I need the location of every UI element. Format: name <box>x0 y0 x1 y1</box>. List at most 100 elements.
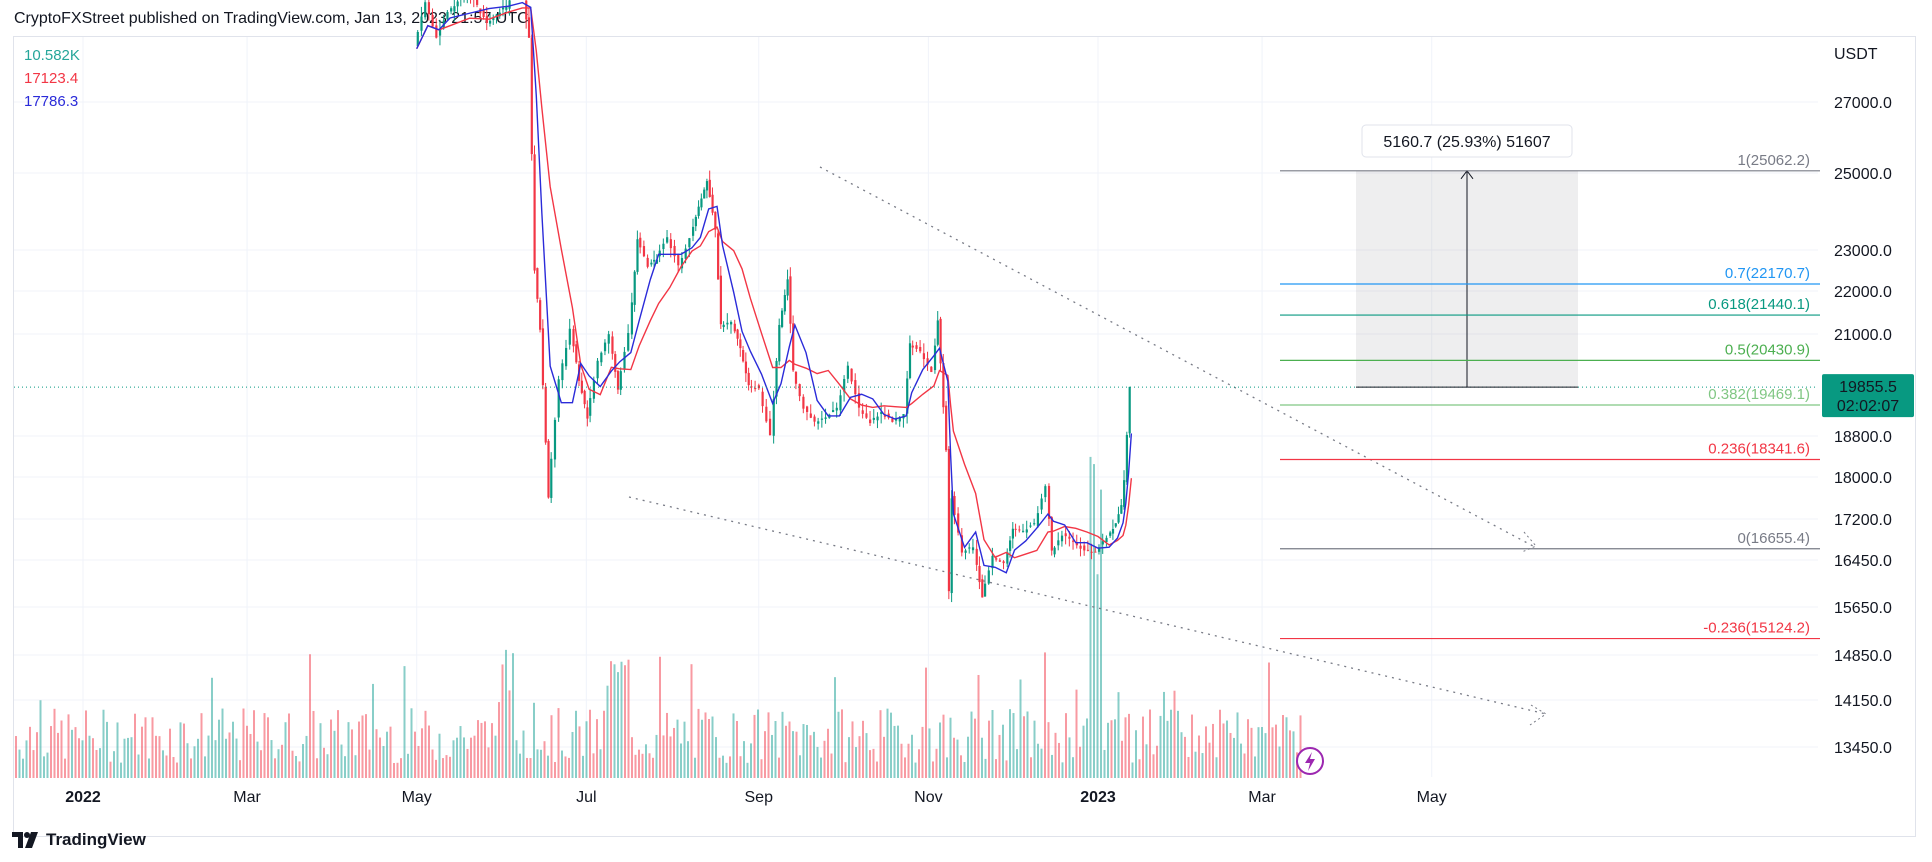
volume-bar <box>1247 719 1249 778</box>
volume-bar <box>382 746 385 778</box>
volume-bar <box>1142 716 1144 778</box>
candle-body <box>420 16 423 31</box>
volume-bar <box>722 755 724 778</box>
volume-bar <box>438 733 441 778</box>
volume-bar <box>473 735 476 778</box>
volume-bar <box>1215 757 1218 778</box>
volume-bar <box>865 733 868 778</box>
volume-bar <box>750 743 752 778</box>
volume-bar <box>610 661 612 778</box>
y-tick-label: 25000.0 <box>1834 166 1892 183</box>
candle-body <box>705 181 709 191</box>
volume-bar <box>295 756 297 778</box>
volume-bar <box>827 728 829 778</box>
candle-body <box>806 406 809 412</box>
candle-body <box>1090 551 1093 553</box>
candle-body <box>792 323 795 371</box>
candle-body <box>1050 517 1053 551</box>
tradingview-logo[interactable]: TradingView <box>12 830 146 850</box>
volume-bar <box>158 736 161 778</box>
candle-body <box>933 345 937 371</box>
volume-bar <box>995 759 997 778</box>
volume-bar <box>270 740 273 778</box>
candle-body <box>435 25 438 38</box>
volume-bar <box>974 718 976 778</box>
y-tick-label: 23000.0 <box>1834 243 1892 260</box>
volume-bar <box>599 749 602 778</box>
volume-bar <box>603 710 605 778</box>
volume-bar <box>953 737 955 778</box>
volume-bar <box>319 723 322 778</box>
volume-bar <box>1233 737 1235 778</box>
volume-bar <box>106 721 108 778</box>
candle-body <box>783 295 786 312</box>
volume-bar <box>1149 709 1151 778</box>
candle-body <box>754 388 757 390</box>
volume-bar <box>673 727 675 778</box>
volume-bar <box>627 659 630 778</box>
candle-body <box>876 416 879 421</box>
candle-body <box>861 410 864 414</box>
volume-bar <box>46 752 49 778</box>
volume-bar <box>1107 722 1109 778</box>
volume-bar <box>435 759 437 778</box>
volume-bar <box>984 758 987 778</box>
volume-bar <box>155 735 157 778</box>
volume-bar <box>757 709 759 778</box>
volume-bar <box>844 762 847 778</box>
candle-body <box>968 547 971 549</box>
volume-bar <box>606 685 609 778</box>
volume-bar <box>354 755 357 778</box>
volume-bar <box>466 748 469 778</box>
volume-bar <box>795 731 798 778</box>
volume-bar <box>1131 762 1134 778</box>
candle-body <box>1128 386 1131 434</box>
volume-bar <box>57 732 59 778</box>
candle-body <box>930 366 933 373</box>
volume-bar <box>1222 723 1225 778</box>
volume-bar <box>683 721 686 778</box>
volume-bar <box>267 717 269 778</box>
candle-body <box>646 257 649 267</box>
volume-bar <box>29 726 31 778</box>
volume-bar <box>148 758 150 778</box>
candle-body <box>453 6 456 12</box>
volume-bar <box>1058 742 1060 778</box>
volume-bar <box>421 728 423 778</box>
volume-bar <box>1278 746 1281 778</box>
volume-bar <box>1037 743 1039 778</box>
volume-bar <box>361 715 364 778</box>
tradingview-brand: TradingView <box>46 830 146 849</box>
volume-bar <box>732 713 735 778</box>
volume-bar <box>71 729 73 778</box>
volume-bar <box>1023 716 1025 778</box>
candle-body <box>1057 540 1060 546</box>
volume-bar <box>1072 757 1074 778</box>
volume-bar <box>515 740 518 778</box>
y-tick-label: 21000.0 <box>1834 327 1892 344</box>
candle-body <box>1105 537 1108 543</box>
x-axis: 2022 Mar May Jul Sep Nov 2023 Mar May <box>65 789 1447 806</box>
x-tick-label: May <box>1417 789 1447 806</box>
volume-bar <box>312 710 315 778</box>
candle-body <box>1006 552 1009 564</box>
candle-body <box>623 351 626 370</box>
candle-body <box>592 380 596 399</box>
fib-label-0.382: 0.382(19469.1) <box>1708 386 1810 403</box>
candle-body <box>778 324 781 362</box>
volume-bar <box>253 710 255 778</box>
volume-bar <box>1163 691 1165 778</box>
volume-bar <box>463 737 465 778</box>
volume-bar <box>988 720 990 778</box>
candles <box>416 0 1131 603</box>
fib-label-1: 1(25062.2) <box>1737 152 1810 169</box>
trendline-upper-arrow <box>1521 531 1537 553</box>
volume-bar <box>967 736 969 778</box>
candle-body <box>798 384 801 397</box>
volume-bar <box>372 683 374 778</box>
volume-bar <box>1114 719 1116 778</box>
volume-bar <box>781 711 784 778</box>
candle-body <box>722 324 725 328</box>
volume-bar <box>1075 689 1078 778</box>
